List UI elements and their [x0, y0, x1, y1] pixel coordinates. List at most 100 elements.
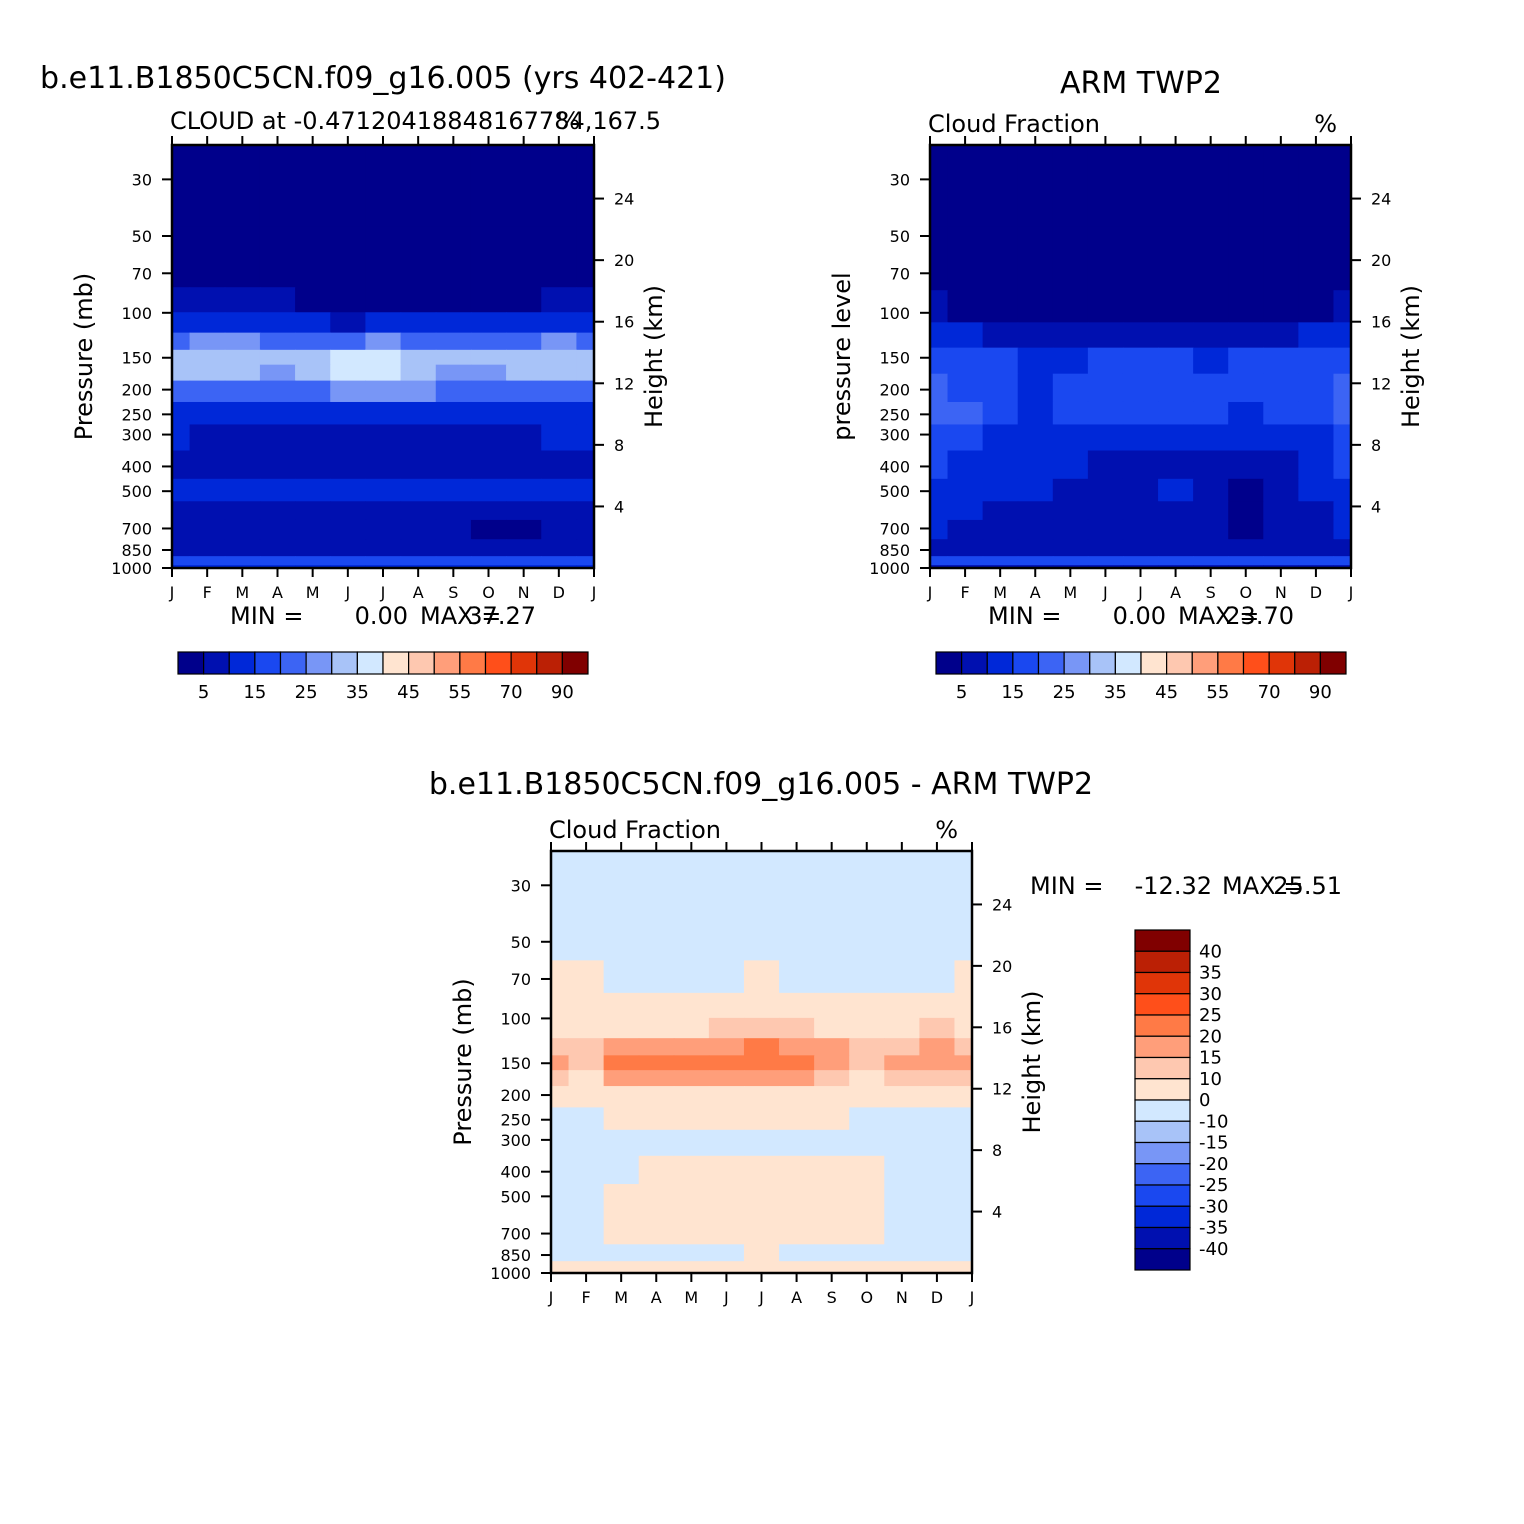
- y-tick-right-label: 24: [1371, 190, 1391, 209]
- y-tick-right-label: 20: [614, 251, 634, 270]
- contour-cell: [743, 1055, 780, 1071]
- x-tick-label: M: [306, 583, 320, 602]
- contour-cell: [189, 332, 226, 351]
- colorbar-label: 10: [1199, 1069, 1222, 1090]
- contour-cell: [814, 1261, 850, 1271]
- contour-cell: [1122, 401, 1159, 426]
- contour-cell: [673, 913, 710, 961]
- contour-cell: [1017, 424, 1054, 452]
- contour-cell: [330, 519, 367, 540]
- contour-cell: [576, 519, 595, 540]
- contour-cell: [224, 450, 261, 480]
- contour-cell: [400, 312, 437, 334]
- max-value: 23.70: [1225, 602, 1294, 630]
- main-title: b.e11.B1850C5CN.f09_g16.005 - ARM TWP2: [429, 767, 1093, 802]
- contour-cell: [400, 539, 437, 557]
- contour-cell: [954, 1055, 973, 1071]
- contour-cell: [1193, 290, 1229, 323]
- contour-cell: [814, 851, 850, 915]
- contour-cell: [1333, 450, 1352, 480]
- colorbar-label: 25: [1053, 682, 1076, 703]
- contour-cell: [435, 364, 472, 382]
- contour-cell: [506, 519, 542, 540]
- contour-cell: [365, 380, 402, 403]
- colorbar-box: [536, 651, 563, 675]
- x-tick-label: A: [1170, 583, 1181, 602]
- contour-cell: [1158, 322, 1194, 349]
- contour-cell: [330, 556, 367, 566]
- contour-cell: [1122, 478, 1159, 502]
- y-tick-label: 850: [879, 541, 910, 560]
- contour-cell: [1017, 556, 1054, 566]
- contour-cell: [638, 1244, 675, 1262]
- contour-cell: [1333, 290, 1352, 323]
- contour-cell: [673, 1017, 710, 1039]
- contour-cell: [506, 380, 542, 403]
- contour-cell: [779, 960, 815, 994]
- contour-cell: [172, 478, 191, 502]
- contour-cell: [1298, 539, 1335, 557]
- contour-cell: [930, 519, 949, 540]
- contour-cell: [224, 501, 261, 521]
- contour-cell: [1228, 519, 1264, 540]
- contour-cell: [506, 450, 542, 480]
- contour-cell: [576, 450, 595, 480]
- contour-cell: [1158, 145, 1194, 227]
- contour-cell: [849, 1206, 885, 1226]
- contour-cell: [470, 556, 507, 566]
- contour-cell: [551, 1206, 570, 1226]
- contour-cell: [259, 380, 296, 403]
- contour-cell: [919, 1244, 956, 1262]
- contour-cell: [435, 519, 472, 540]
- contour-cell: [638, 1038, 675, 1056]
- colorbar-box: [228, 651, 256, 675]
- contour-cell: [576, 501, 595, 521]
- contour-cell: [435, 380, 472, 403]
- contour-cell: [708, 1070, 745, 1087]
- contour-cell: [919, 1129, 956, 1157]
- contour-cell: [189, 539, 226, 557]
- contour-cell: [295, 287, 331, 313]
- contour-cell: [673, 1038, 710, 1056]
- colorbar-box: [1134, 993, 1191, 1016]
- y-tick-label: 250: [500, 1111, 531, 1130]
- contour-cell: [551, 1070, 570, 1087]
- contour-cell: [1193, 322, 1229, 349]
- contour-cell: [259, 312, 296, 334]
- contour-cell: [330, 226, 367, 288]
- y-axis-right-label: Height (km): [640, 285, 668, 428]
- contour-cell: [506, 478, 542, 502]
- x-tick-label: A: [1030, 583, 1041, 602]
- colorbar-label: 45: [1155, 682, 1178, 703]
- contour-cell: [541, 556, 578, 566]
- colorbar-box: [1134, 1120, 1191, 1144]
- contour-cell: [954, 1155, 973, 1185]
- main-title: b.e11.B1850C5CN.f09_g16.005 (yrs 402-421…: [40, 61, 726, 96]
- min-max-readout: MIN = 0.00 MAX =23.70: [988, 602, 1294, 630]
- contour-cell: [708, 960, 745, 994]
- contour-cell: [506, 364, 542, 382]
- contour-cell: [1158, 373, 1194, 403]
- contour-cell: [1228, 401, 1264, 426]
- contour-cell: [708, 1129, 745, 1157]
- contour-cell: [779, 1129, 815, 1157]
- contour-cell: [982, 401, 1019, 426]
- contour-cell: [224, 364, 261, 382]
- colorbar-label: 0: [1199, 1090, 1210, 1111]
- y-tick-right-label: 4: [992, 1203, 1002, 1222]
- contour-cell: [638, 851, 675, 915]
- contour-cell: [849, 1107, 885, 1131]
- contour-cell: [708, 1244, 745, 1262]
- y-tick-label: 30: [890, 170, 910, 189]
- contour-cell: [259, 226, 296, 288]
- contour-cell: [884, 1261, 920, 1271]
- contour-cell: [1052, 450, 1089, 480]
- contour-cell: [947, 450, 984, 480]
- contour-cell: [1087, 145, 1124, 227]
- contour-cell: [982, 424, 1019, 452]
- colorbar-label: 5: [956, 682, 967, 703]
- contour-cell: [295, 145, 331, 227]
- contour-cell: [603, 960, 640, 994]
- contour-cell: [1017, 145, 1054, 227]
- x-tick-label: J: [169, 583, 175, 602]
